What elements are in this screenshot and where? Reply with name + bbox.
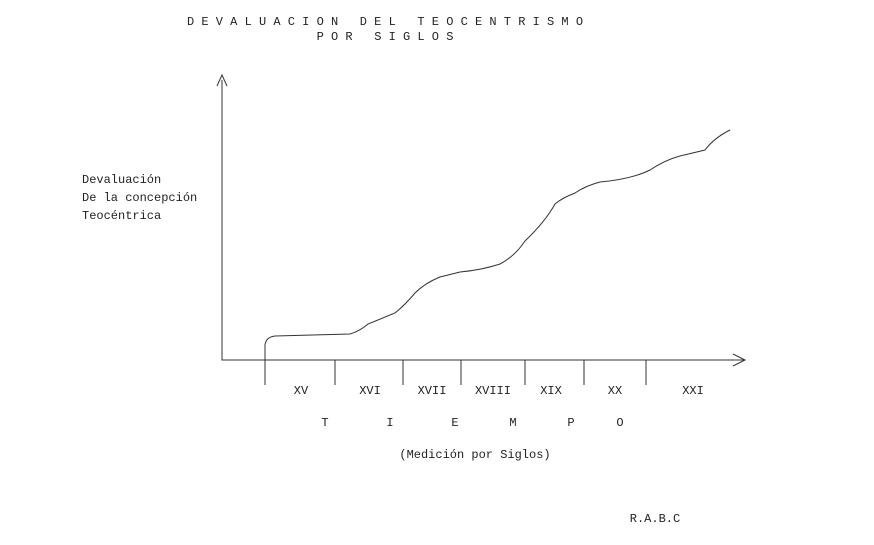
x-label: M — [509, 416, 516, 430]
century-label: XVII — [418, 384, 447, 398]
x-label: O — [616, 416, 623, 430]
x-label: T — [321, 416, 328, 430]
author: R.A.B.C — [630, 512, 680, 526]
x-label: E — [451, 416, 458, 430]
y-label: Devaluación — [82, 173, 161, 187]
curve — [264, 129, 731, 385]
title: P O R S I G L O S — [317, 30, 454, 44]
century-label: XV — [294, 384, 309, 398]
title: D E V A L U A C I O N D E L T E O C E N … — [187, 15, 583, 29]
separators — [334, 360, 647, 385]
arrow — [216, 73, 228, 87]
arrow — [732, 353, 747, 367]
x-label: P — [567, 416, 574, 430]
century-label: XX — [608, 384, 622, 398]
y-label: De la concepción — [82, 191, 197, 205]
century-label: XVI — [359, 384, 381, 398]
century-label: XXI — [682, 384, 704, 398]
century-label: XIX — [540, 384, 562, 398]
x-label: I — [386, 416, 393, 430]
y-label: Teocéntrica — [82, 209, 161, 223]
x-note: (Medición por Siglos) — [399, 448, 550, 462]
axes — [221, 80, 744, 361]
century-label: XVIII — [475, 384, 511, 398]
